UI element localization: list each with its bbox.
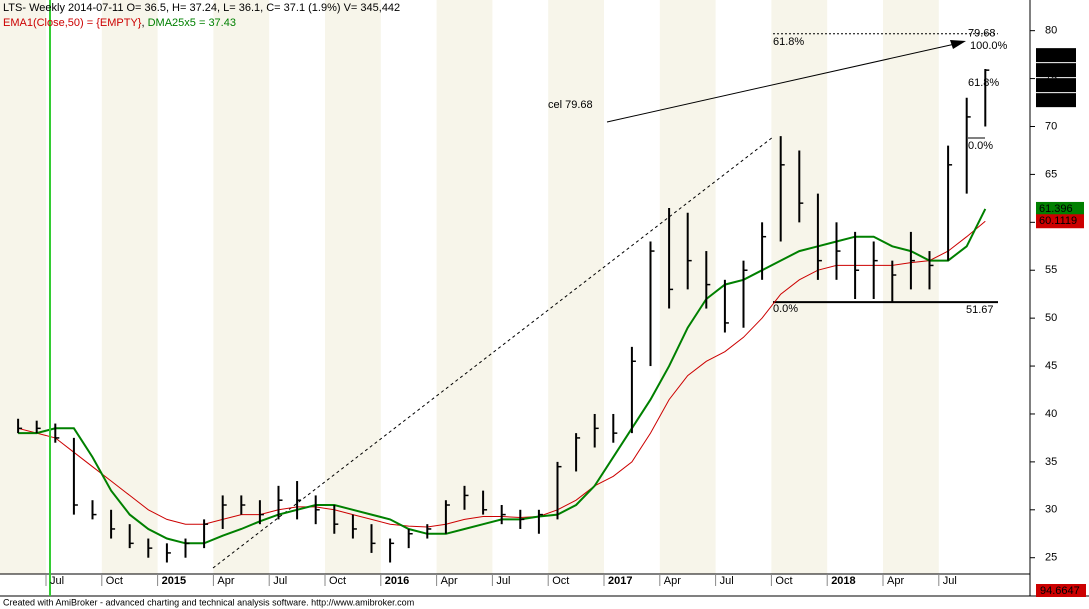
x-tick-label: Oct [775, 575, 792, 587]
header-line1: LTS- Weekly 2014-07-11 O= 36.5, H= 37.24… [3, 2, 400, 14]
plot: 79.68 51.67 61.8% 100.0% 61.8% 0.0% cel 79.68 0… [17, 28, 1008, 569]
ma-tag [1036, 214, 1084, 229]
bands [0, 0, 939, 574]
y-tick-label: 45 [1045, 360, 1057, 372]
x-tick-label: Apr [217, 575, 234, 587]
y-tick-label: 80 [1045, 25, 1057, 37]
x-tick-label: Jul [943, 575, 957, 587]
x-tick-label: Oct [106, 575, 123, 587]
price-tag [1036, 93, 1076, 108]
price-tag-label: 75.88 [1039, 94, 1067, 106]
x-tick-label: Apr [664, 575, 681, 587]
header-part: , [141, 17, 147, 29]
x-tick-label: Apr [887, 575, 904, 587]
y-tick-label: 30 [1045, 504, 1057, 516]
x-tick-label: 2017 [608, 575, 632, 587]
volume-tag [1036, 584, 1086, 597]
x-tick-label: 2015 [162, 575, 186, 587]
level-label: 79.68 [968, 28, 996, 40]
x-tick-label: Jul [273, 575, 287, 587]
volume-tag-label: 94.6647 [1040, 585, 1080, 597]
y-tick-label: 70 [1045, 120, 1057, 132]
level-label: 51.67 [966, 304, 994, 316]
quarter-band [213, 0, 270, 574]
trend-line [212, 136, 774, 569]
x-tick-label: 2018 [831, 575, 855, 587]
x-tick-label: Jul [496, 575, 510, 587]
quarter-band [325, 0, 381, 574]
price-tag [1036, 48, 1076, 63]
price-tag-label: 75.88 [1039, 49, 1067, 61]
x-tick-label: Apr [441, 575, 458, 587]
annotation: 61.8% [773, 36, 804, 48]
footer: Created with AmiBroker - advanced charti… [3, 597, 414, 607]
arrow-head [950, 40, 966, 49]
annotation: 61.8% [968, 77, 999, 89]
annotation: 0.0% [968, 140, 993, 152]
quarter-band [771, 0, 828, 574]
x-tick-label: Jul [50, 575, 64, 587]
price-tag [1036, 63, 1076, 78]
ma-tag-label: 61.396 [1039, 203, 1073, 215]
header-part: DMA25x5 = 37.43 [148, 17, 236, 29]
x-tick-label: Oct [552, 575, 569, 587]
y-tick-label: 55 [1045, 264, 1057, 276]
y-tick-label: 35 [1045, 456, 1057, 468]
quarter-band [0, 0, 46, 574]
header-part: EMA1(Close,50) = {EMPTY} [3, 17, 142, 29]
y-tick-label: 25 [1045, 552, 1057, 564]
trend-line [606, 43, 956, 123]
x-tick-label: 2016 [385, 575, 409, 587]
price-tag-label: 75.88 [1039, 64, 1067, 76]
y-tick-label: 65 [1045, 168, 1057, 180]
annotation: 0.0% [773, 303, 798, 315]
price-tag [1036, 78, 1076, 93]
annotation: cel 79.68 [548, 99, 593, 111]
annotation: 100.0% [970, 40, 1008, 52]
ma-tag-label: 60.1119 [1039, 215, 1077, 227]
header-line2: EMA1(Close,50) = {EMPTY}, DMA25x5 = 37.4… [3, 17, 236, 29]
x-tick-label: Jul [720, 575, 734, 587]
quarter-band [101, 0, 158, 574]
quarter-band [436, 0, 493, 574]
y-tick-label: 50 [1045, 312, 1057, 324]
price-tag-label: 75.88 [1039, 79, 1067, 91]
ma-tag [1036, 201, 1084, 216]
y-tick-label: 40 [1045, 408, 1057, 420]
x-tick-label: Oct [329, 575, 346, 587]
